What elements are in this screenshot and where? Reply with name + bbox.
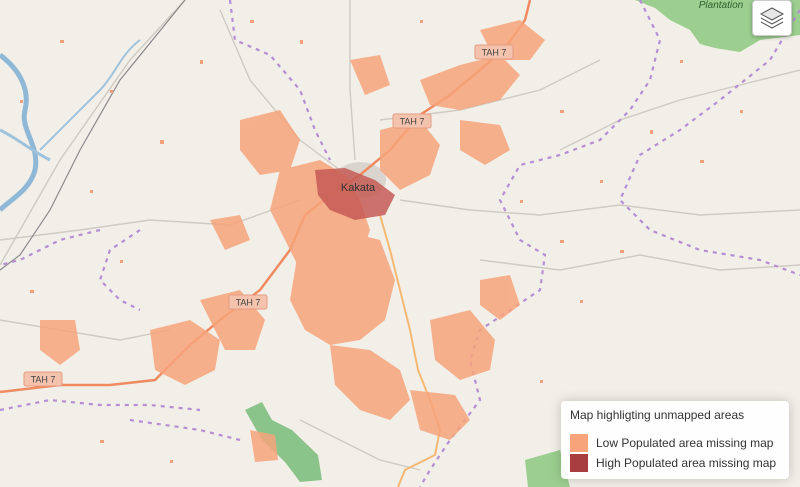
legend-label-low: Low Populated area missing map	[596, 436, 774, 450]
svg-text:TAH 7: TAH 7	[482, 48, 507, 58]
legend-item-high: High Populated area missing map	[570, 454, 776, 472]
plantation-label: Plantation	[699, 0, 744, 11]
layers-control-button[interactable]	[752, 0, 792, 36]
map-legend: Map highligting unmapped areas Low Popul…	[561, 401, 789, 479]
river-east	[0, 128, 51, 162]
svg-text:TAH 7: TAH 7	[236, 298, 261, 308]
scattered-settlements	[20, 20, 743, 463]
secondary-road-south	[379, 214, 442, 487]
road-shield-a: TAH 7	[474, 44, 514, 60]
dark-road	[0, 0, 186, 271]
forest-area-2	[525, 450, 570, 487]
low-populated-areas	[40, 20, 545, 462]
layers-icon	[759, 7, 785, 29]
legend-label-high: High Populated area missing map	[596, 456, 777, 470]
high-populated-areas	[315, 168, 395, 220]
river-tributary	[39, 39, 141, 151]
svg-text:TAH 7: TAH 7	[31, 375, 56, 385]
road-shield-c: TAH 7	[228, 294, 268, 310]
legend-title: Map highligting unmapped areas	[570, 408, 745, 422]
legend-swatch-high	[570, 454, 588, 472]
road-shield-b: TAH 7	[392, 113, 432, 129]
minor-roads	[0, 0, 800, 471]
legend-swatch-low	[570, 434, 588, 452]
forest-area	[245, 402, 322, 482]
road-shield-d: TAH 7	[23, 371, 63, 387]
svg-text:TAH 7: TAH 7	[400, 117, 425, 127]
legend-item-low: Low Populated area missing map	[570, 434, 773, 452]
town-label: Kakata	[341, 182, 376, 194]
river-main	[0, 53, 39, 212]
